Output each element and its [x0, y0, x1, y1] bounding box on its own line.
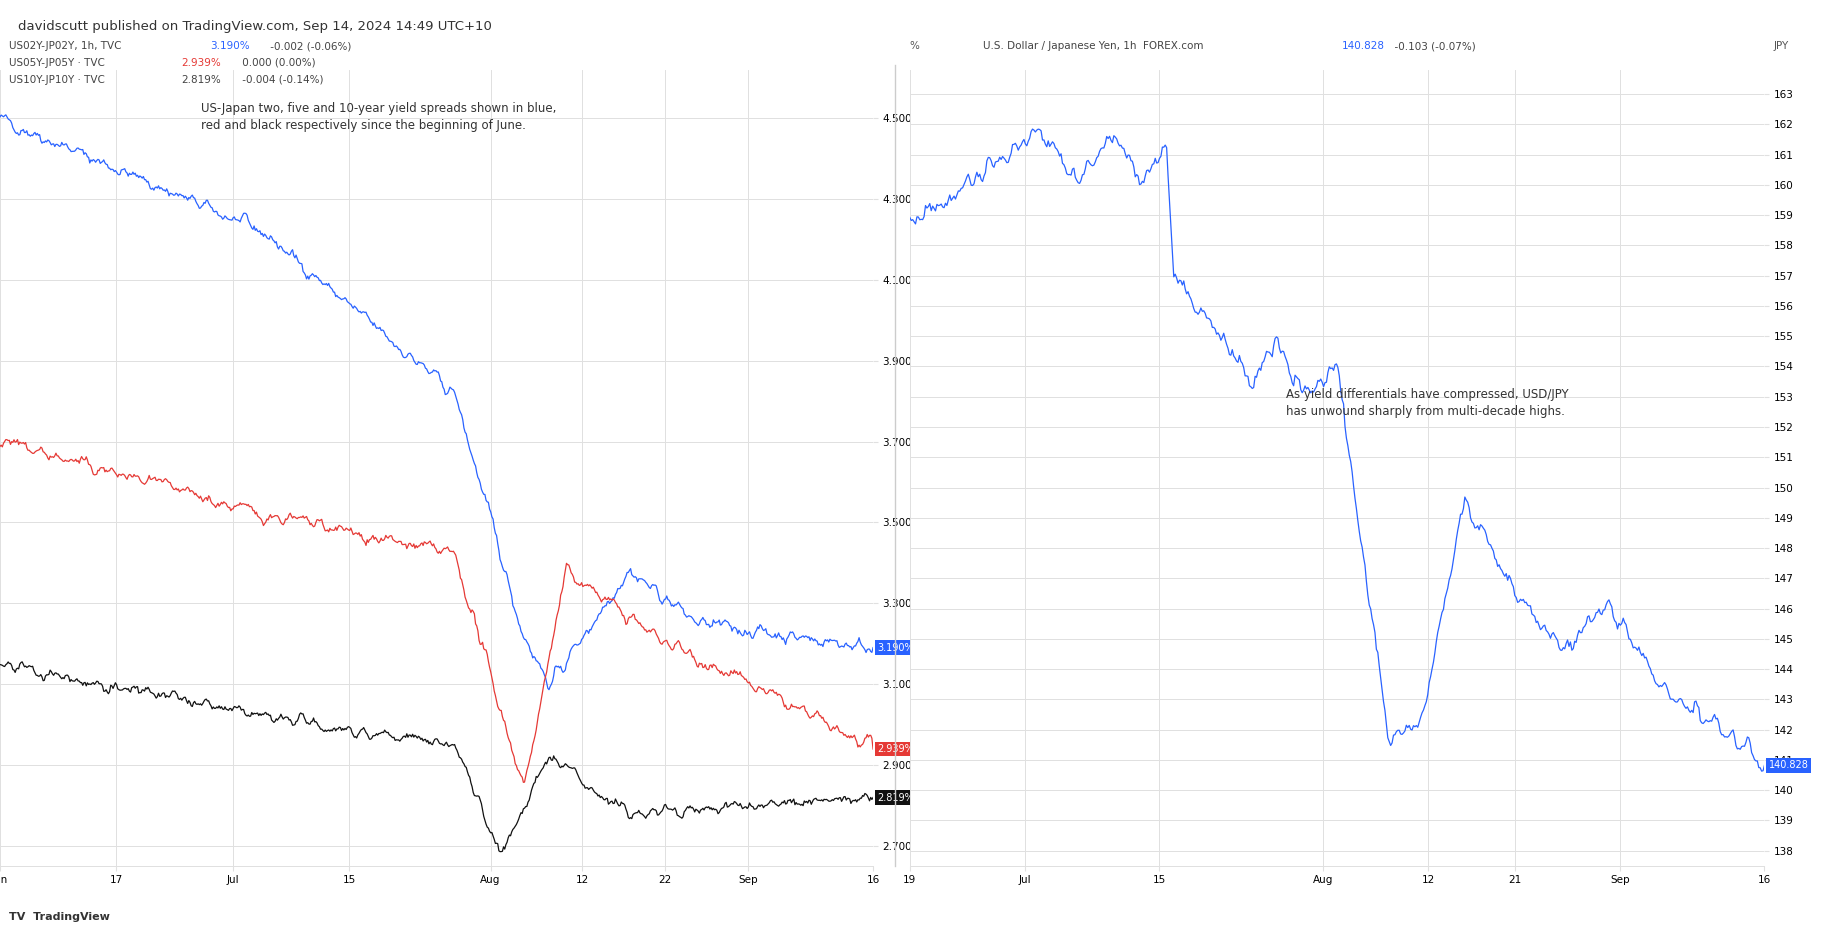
Text: 2.939%: 2.939%: [877, 744, 913, 754]
Text: 2.819%: 2.819%: [182, 74, 221, 85]
Text: US-Japan two, five and 10-year yield spreads shown in blue,
red and black respec: US-Japan two, five and 10-year yield spr…: [200, 101, 557, 131]
Text: 0.000 (0.00%): 0.000 (0.00%): [239, 58, 314, 68]
Text: -0.002 (-0.06%): -0.002 (-0.06%): [267, 41, 351, 51]
Text: davidscutt published on TradingView.com, Sep 14, 2024 14:49 UTC+10: davidscutt published on TradingView.com,…: [18, 20, 493, 33]
Text: U.S. Dollar / Japanese Yen, 1h  FOREX.com: U.S. Dollar / Japanese Yen, 1h FOREX.com: [983, 41, 1211, 51]
Text: -0.004 (-0.14%): -0.004 (-0.14%): [239, 74, 323, 85]
Text: As yield differentials have compressed, USD/JPY
has unwound sharply from multi-d: As yield differentials have compressed, …: [1287, 388, 1568, 418]
Text: 140.828: 140.828: [1342, 41, 1384, 51]
Text: US02Y-JP02Y, 1h, TVC: US02Y-JP02Y, 1h, TVC: [9, 41, 125, 51]
Text: TV  TradingView: TV TradingView: [9, 911, 110, 922]
Text: US10Y-JP10Y · TVC: US10Y-JP10Y · TVC: [9, 74, 108, 85]
Text: %: %: [910, 41, 923, 51]
Text: 2.819%: 2.819%: [877, 792, 913, 803]
Text: 3.190%: 3.190%: [877, 642, 913, 653]
Text: 2.939%: 2.939%: [182, 58, 221, 68]
Text: -0.103 (-0.07%): -0.103 (-0.07%): [1388, 41, 1476, 51]
Text: US05Y-JP05Y · TVC: US05Y-JP05Y · TVC: [9, 58, 108, 68]
Text: JPY: JPY: [1774, 41, 1788, 51]
Text: 140.828: 140.828: [1768, 760, 1809, 770]
Text: 3.190%: 3.190%: [210, 41, 250, 51]
